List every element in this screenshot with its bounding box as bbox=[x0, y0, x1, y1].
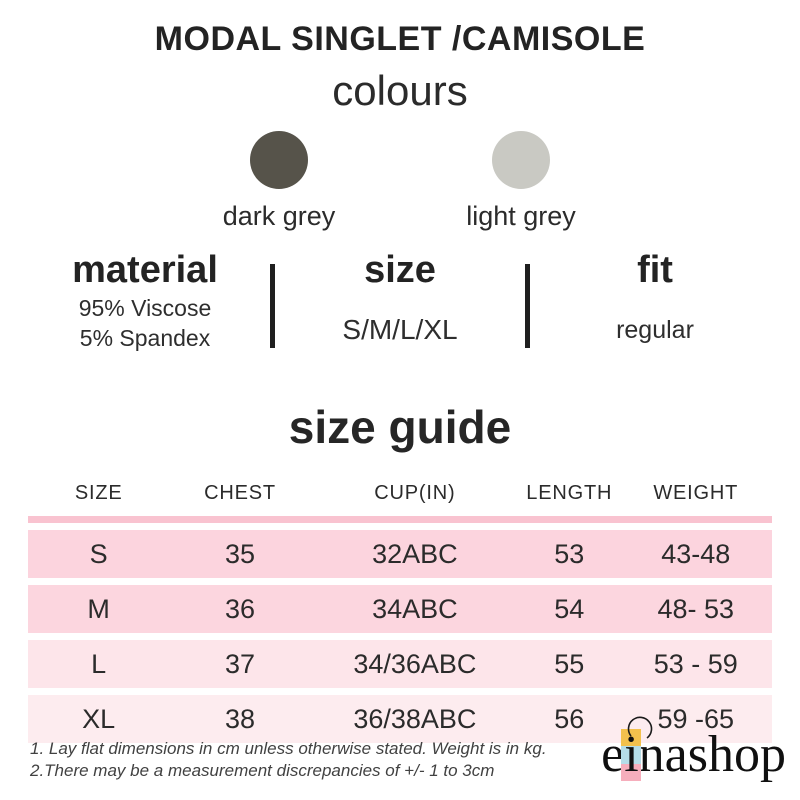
material-line: 5% Spandex bbox=[79, 324, 211, 351]
size-guide-heading: size guide bbox=[288, 401, 512, 453]
spec-material: material 95% Viscose 5% Spandex bbox=[20, 249, 270, 352]
logo-text-post: nashop bbox=[638, 726, 786, 783]
cell-size: M bbox=[87, 593, 110, 624]
swatch-label: dark grey bbox=[222, 201, 336, 231]
cell-length: 55 bbox=[554, 648, 585, 679]
swatch-label: light grey bbox=[466, 201, 576, 231]
colours-heading: colours bbox=[332, 67, 468, 114]
spec-fit: fit regular bbox=[530, 249, 780, 345]
vertical-divider bbox=[525, 264, 530, 348]
size-guide-table: SIZE CHEST CUP(IN) LENGTH WEIGHT S 35 32… bbox=[28, 478, 772, 743]
cell-weight: 48- 53 bbox=[657, 593, 734, 624]
brand-logo: e i nashop bbox=[601, 716, 786, 783]
footnote-1: 1. Lay flat dimensions in cm unless othe… bbox=[30, 739, 547, 758]
footnotes: 1. Lay flat dimensions in cm unless othe… bbox=[30, 738, 547, 782]
logo-accent-blue bbox=[621, 746, 642, 764]
table-row-m: M 36 34ABC 54 48- 53 bbox=[28, 585, 772, 633]
cell-chest: 36 bbox=[225, 593, 256, 624]
column-header-chest: CHEST bbox=[204, 481, 276, 504]
column-header-size: SIZE bbox=[74, 481, 123, 504]
header-divider bbox=[28, 516, 772, 523]
dark-grey-swatch-circle bbox=[250, 131, 308, 189]
cell-weight: 59 -65 bbox=[657, 703, 734, 734]
cell-size: L bbox=[91, 648, 107, 679]
table-row-l: L 37 34/36ABC 55 53 - 59 bbox=[28, 640, 772, 688]
logo-letter-i: i bbox=[621, 716, 653, 783]
vertical-divider bbox=[270, 264, 275, 348]
fit-line: regular bbox=[616, 315, 694, 344]
material-line: 95% Viscose bbox=[78, 294, 212, 321]
spec-size: size S/M/L/XL bbox=[275, 249, 525, 346]
logo-i-glyph: i bbox=[624, 726, 639, 783]
size-line: S/M/L/XL bbox=[342, 313, 458, 345]
table-row-xl: XL 38 36/38ABC 56 59 -65 bbox=[28, 695, 772, 743]
cell-length: 54 bbox=[554, 593, 585, 624]
logo-loop-icon bbox=[627, 716, 653, 739]
swatch-dark-grey: dark grey bbox=[199, 131, 359, 232]
colour-swatches: dark grey light grey bbox=[0, 131, 800, 232]
cell-chest: 38 bbox=[225, 703, 256, 734]
cell-size: S bbox=[89, 538, 108, 569]
cell-chest: 35 bbox=[225, 538, 256, 569]
cell-length: 56 bbox=[554, 703, 585, 734]
footnote-2: 2.There may be a measurement discrepanci… bbox=[30, 760, 495, 780]
cell-chest: 37 bbox=[225, 648, 256, 679]
cell-size: XL bbox=[82, 703, 116, 734]
logo-text-pre: e bbox=[601, 726, 625, 783]
fit-heading: fit bbox=[637, 249, 673, 291]
column-header-length: LENGTH bbox=[526, 481, 613, 504]
swatch-light-grey: light grey bbox=[441, 131, 601, 232]
product-title: MODAL SINGLET /CAMISOLE bbox=[154, 20, 646, 58]
column-header-weight: WEIGHT bbox=[653, 481, 739, 504]
cell-cup: 36/38ABC bbox=[353, 703, 477, 734]
logo-accent-yellow bbox=[621, 729, 642, 746]
size-heading: size bbox=[364, 249, 436, 291]
material-heading: material bbox=[72, 249, 218, 291]
cell-cup: 32ABC bbox=[372, 538, 458, 569]
table-header-row: SIZE CHEST CUP(IN) LENGTH WEIGHT bbox=[28, 478, 772, 508]
cell-length: 53 bbox=[554, 538, 585, 569]
cell-weight: 43-48 bbox=[661, 538, 731, 569]
cell-weight: 53 - 59 bbox=[653, 648, 738, 679]
specs-row: material 95% Viscose 5% Spandex size S/M… bbox=[0, 249, 800, 362]
table-row-s: S 35 32ABC 53 43-48 bbox=[28, 530, 772, 578]
light-grey-swatch-circle bbox=[492, 131, 550, 189]
logo-accent-pink bbox=[621, 764, 642, 781]
cell-cup: 34ABC bbox=[372, 593, 458, 624]
cell-cup: 34/36ABC bbox=[353, 648, 477, 679]
column-header-cup: CUP(IN) bbox=[374, 481, 456, 504]
